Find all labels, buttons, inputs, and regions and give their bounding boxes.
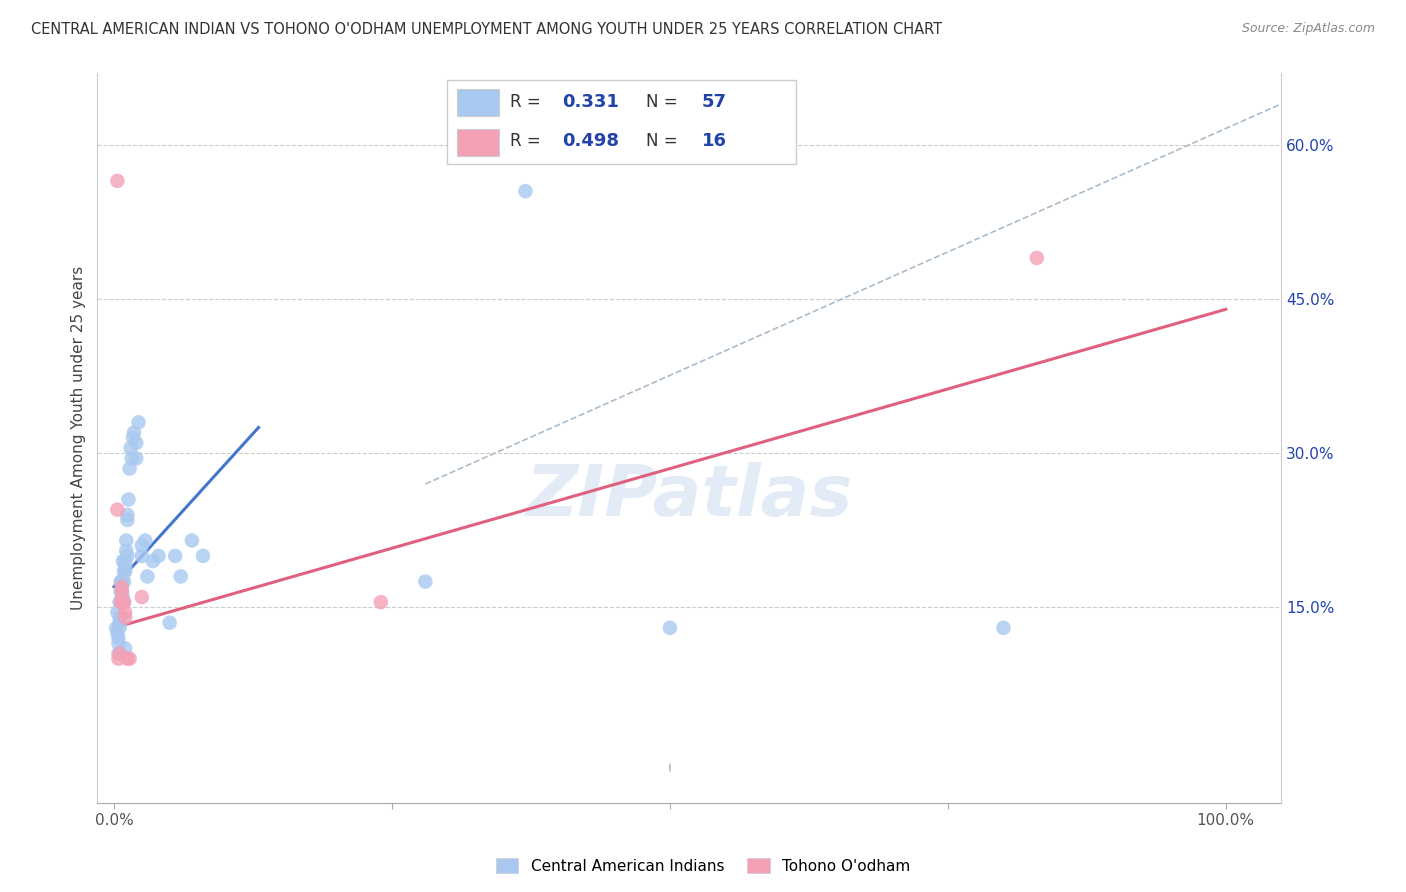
Point: [114, 559, 136, 574]
Point: [114, 554, 136, 568]
Point: [111, 595, 134, 609]
Point: [111, 554, 134, 568]
Point: [108, 621, 131, 635]
Point: [127, 415, 149, 429]
Point: [117, 549, 139, 563]
Point: [107, 647, 129, 661]
Text: CENTRAL AMERICAN INDIAN VS TOHONO O'ODHAM UNEMPLOYMENT AMONG YOUTH UNDER 25 YEAR: CENTRAL AMERICAN INDIAN VS TOHONO O'ODHA…: [31, 22, 942, 37]
Point: [125, 451, 148, 466]
Point: [110, 595, 132, 609]
Y-axis label: Unemployment Among Youth under 25 years: Unemployment Among Youth under 25 years: [72, 266, 86, 610]
Point: [131, 590, 153, 604]
Point: [110, 585, 132, 599]
Point: [131, 549, 153, 563]
Point: [415, 574, 437, 589]
Point: [136, 569, 159, 583]
Point: [170, 569, 193, 583]
Point: [115, 533, 138, 548]
Point: [111, 574, 134, 589]
Point: [112, 574, 135, 589]
Point: [134, 533, 156, 548]
Point: [118, 461, 141, 475]
Text: Source: ZipAtlas.com: Source: ZipAtlas.com: [1241, 22, 1375, 36]
Point: [105, 606, 128, 620]
Point: [111, 580, 134, 594]
Point: [107, 651, 129, 665]
Legend: Central American Indians, Tohono O'odham: Central American Indians, Tohono O'odham: [489, 852, 917, 880]
Point: [111, 590, 134, 604]
Point: [131, 539, 153, 553]
Point: [142, 554, 165, 568]
Point: [117, 513, 139, 527]
Point: [107, 636, 129, 650]
Point: [108, 615, 131, 630]
Point: [370, 595, 392, 609]
Point: [191, 549, 214, 563]
Point: [105, 626, 128, 640]
Point: [114, 610, 136, 624]
Point: [112, 595, 135, 609]
Point: [107, 631, 129, 645]
Point: [120, 441, 142, 455]
Point: [111, 595, 134, 609]
Point: [111, 595, 134, 609]
Point: [115, 543, 138, 558]
Point: [125, 436, 148, 450]
Point: [117, 508, 139, 522]
Point: [111, 585, 134, 599]
Point: [122, 431, 145, 445]
Point: [112, 595, 135, 609]
Point: [111, 574, 134, 589]
Point: [110, 574, 132, 589]
Point: [105, 502, 128, 516]
Point: [114, 606, 136, 620]
Point: [112, 565, 135, 579]
Text: ZIPatlas: ZIPatlas: [526, 462, 853, 531]
Point: [105, 621, 128, 635]
Point: [148, 549, 170, 563]
Point: [117, 651, 139, 665]
Point: [108, 647, 131, 661]
Point: [159, 615, 181, 630]
Point: [658, 621, 681, 635]
Point: [108, 595, 131, 609]
Point: [111, 585, 134, 599]
Point: [515, 184, 537, 198]
Point: [165, 549, 187, 563]
Point: [122, 425, 145, 440]
Point: [121, 451, 143, 466]
Point: [118, 651, 141, 665]
Point: [114, 565, 136, 579]
Point: [180, 533, 202, 548]
Point: [993, 621, 1015, 635]
Point: [111, 595, 134, 609]
Point: [105, 174, 128, 188]
Point: [108, 610, 131, 624]
Point: [1025, 251, 1047, 265]
Point: [117, 492, 139, 507]
Point: [110, 595, 132, 609]
Point: [114, 641, 136, 656]
